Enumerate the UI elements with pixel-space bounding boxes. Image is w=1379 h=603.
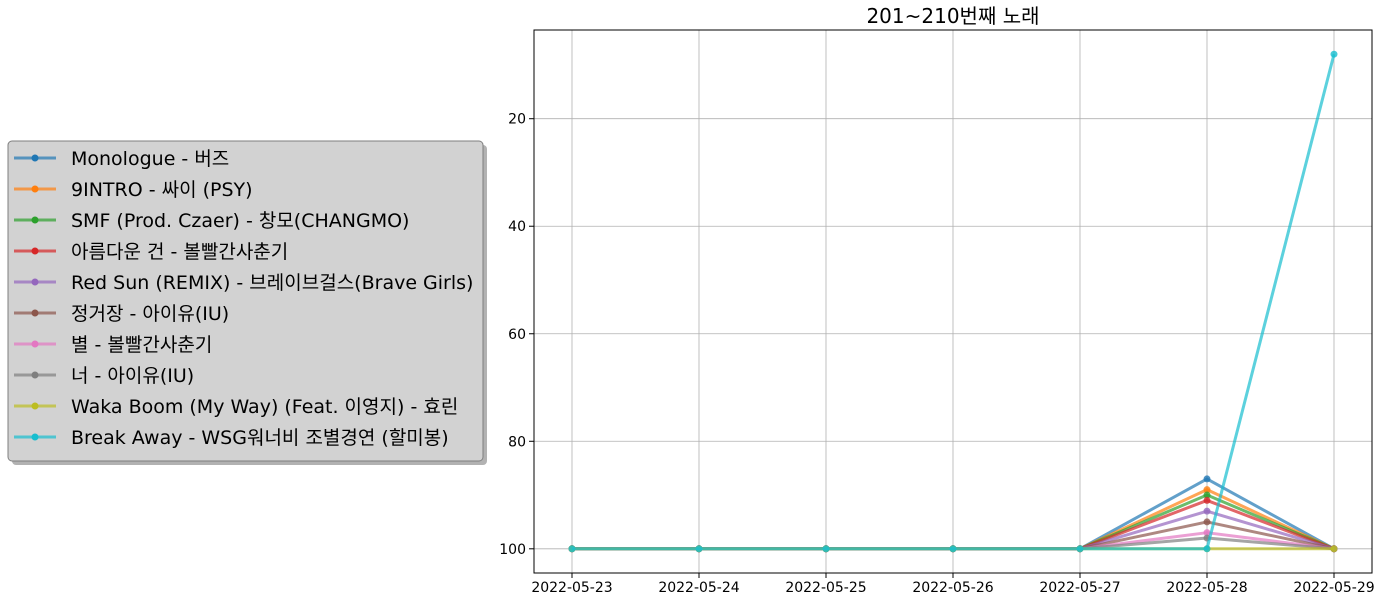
legend-label: 별 - 볼빨간사춘기	[71, 334, 212, 356]
x-tick-label: 2022-05-28	[1166, 580, 1247, 596]
x-tick-label: 2022-05-29	[1293, 580, 1374, 596]
legend-label: SMF (Prod. Czaer) - 창모(CHANGMO)	[71, 210, 409, 232]
legend-marker	[32, 434, 39, 441]
data-point	[1204, 545, 1211, 552]
legend-marker	[32, 341, 39, 348]
legend-label: 너 - 아이유(IU)	[71, 365, 194, 387]
x-tick-label: 2022-05-23	[531, 580, 612, 596]
x-tick-label: 2022-05-25	[785, 580, 866, 596]
legend-marker	[32, 279, 39, 286]
data-point	[823, 545, 830, 552]
legend-marker	[32, 248, 39, 255]
legend-marker	[32, 186, 39, 193]
data-point	[950, 545, 957, 552]
y-tick-label: 80	[508, 434, 526, 450]
legend-marker	[32, 217, 39, 224]
legend-marker	[32, 155, 39, 162]
data-point	[1204, 475, 1211, 482]
data-point	[1204, 518, 1211, 525]
y-tick-label: 40	[508, 219, 526, 235]
grid-lines	[534, 30, 1372, 573]
y-tick-label: 20	[508, 112, 526, 128]
data-point	[1204, 508, 1211, 515]
x-tick-label: 2022-05-26	[912, 580, 993, 596]
legend-label: Monologue - 버즈	[71, 148, 229, 170]
data-point	[569, 545, 576, 552]
y-tick-label: 100	[499, 542, 526, 558]
chart-title: 201~210번째 노래	[866, 4, 1039, 28]
legend-marker	[32, 310, 39, 317]
legend-label: Red Sun (REMIX) - 브레이브걸스(Brave Girls)	[71, 272, 473, 294]
legend-label: 9INTRO - 싸이 (PSY)	[71, 179, 253, 201]
x-tick-label: 2022-05-27	[1039, 580, 1120, 596]
legend-label: Break Away - WSG워너비 조별경연 (할미봉)	[71, 427, 449, 449]
legend-label: 정거장 - 아이유(IU)	[71, 303, 229, 325]
y-tick-label: 60	[508, 327, 526, 343]
data-point	[696, 545, 703, 552]
legend-marker	[32, 403, 39, 410]
legend-marker	[32, 372, 39, 379]
legend-label: Waka Boom (My Way) (Feat. 이영지) - 효린	[71, 396, 458, 418]
data-point	[1331, 545, 1338, 552]
x-tick-label: 2022-05-24	[658, 580, 739, 596]
data-point	[1204, 497, 1211, 504]
legend-label: 아름다운 건 - 볼빨간사춘기	[71, 241, 288, 263]
data-point	[1331, 51, 1338, 58]
legend: Monologue - 버즈 9INTRO - 싸이 (PSY) SMF (Prod…	[8, 141, 487, 465]
data-point	[1077, 545, 1084, 552]
